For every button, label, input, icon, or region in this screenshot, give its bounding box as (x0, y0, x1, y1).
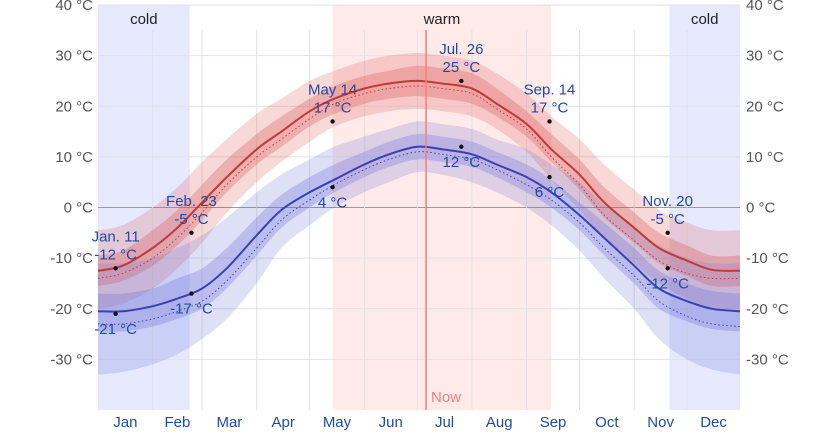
annotation-temp-3: -17 °C (170, 301, 213, 318)
annotation-temp-1: -21 °C (94, 321, 137, 338)
annotation-point-6 (459, 78, 464, 84)
y-tick-left--20: -20 °C (50, 301, 93, 318)
annotation-temp-8: 17 °C (531, 99, 569, 116)
y-tick-right-20: 20 °C (746, 98, 784, 115)
annotation-temp-9: 6 °C (535, 184, 565, 201)
x-tick-sep: Sep (540, 414, 567, 431)
annotation-point-8 (547, 119, 552, 124)
annotation-temp-7: 12 °C (442, 154, 480, 171)
x-tick-apr: Apr (272, 414, 295, 431)
annotation-temp-11: -12 °C (646, 275, 689, 292)
y-tick-left-30: 30 °C (55, 48, 93, 65)
annotation-temp-2: -5 °C (174, 211, 209, 228)
annotation-date-4: May 14 (308, 81, 357, 98)
annotation-point-3 (189, 291, 194, 296)
y-tick-left--10: -10 °C (50, 250, 93, 267)
annotation-point-5 (330, 185, 335, 190)
y-tick-left--30: -30 °C (50, 351, 93, 368)
annotation-temp-10: -5 °C (651, 211, 686, 228)
low-mean-line (97, 145, 741, 313)
y-tick-right-30: 30 °C (746, 48, 784, 65)
x-tick-feb: Feb (164, 414, 190, 431)
annotation-date-0: Jan. 11 (92, 228, 140, 245)
annotation-point-11 (665, 266, 670, 271)
y-tick-right-10: 10 °C (746, 149, 784, 166)
axis-labels: -30 °C -30 °C -20 °C -20 °C -10 °C -10 °C 0 °C… (50, 0, 789, 431)
annotation-temp-6: 25 °C (442, 59, 480, 76)
annotation-point-7 (459, 144, 464, 149)
season-label-0: cold (130, 11, 158, 28)
annotation-date-8: Sep. 14 (524, 81, 576, 98)
x-tick-may: May (323, 414, 352, 431)
x-tick-oct: Oct (595, 414, 619, 431)
annotation-point-9 (547, 174, 552, 180)
now-marker: Now (425, 30, 461, 410)
annotation-point-4 (330, 119, 335, 124)
x-tick-jun: Jun (379, 414, 403, 431)
y-tick-left-0: 0 °C (64, 200, 94, 217)
y-tick-right--20: -20 °C (746, 301, 789, 318)
y-tick-right--10: -10 °C (746, 250, 789, 267)
x-tick-dec: Dec (700, 414, 727, 431)
y-tick-left-20: 20 °C (55, 98, 93, 115)
annotation-point-2 (189, 230, 194, 236)
temperature-lines (97, 79, 741, 327)
x-tick-mar: Mar (216, 414, 242, 431)
now-label: Now (431, 389, 461, 406)
season-label-1: warm (423, 11, 461, 28)
x-tick-jan: Jan (113, 414, 137, 431)
annotation-temp-4: 17 °C (314, 99, 352, 116)
annotation-date-6: Jul. 26 (439, 41, 483, 58)
x-tick-jul: Jul (435, 414, 454, 431)
y-tick-right-40: 40 °C (746, 0, 784, 14)
annotation-temp-0: -12 °C (94, 246, 137, 263)
annotation-point-0 (113, 266, 118, 271)
season-label-2: cold (691, 11, 719, 28)
annotation-temp-5: 4 °C (318, 194, 348, 211)
high-band-outer (98, 53, 740, 310)
y-tick-left-10: 10 °C (55, 149, 93, 166)
low-band-inner (98, 133, 740, 332)
y-tick-right--30: -30 °C (746, 351, 789, 368)
low-dotted-line (97, 151, 741, 327)
annotation-point-1 (113, 311, 118, 317)
grid-lines (98, 4, 740, 410)
annotation-point-10 (665, 230, 670, 236)
annotation-date-10: Nov. 20 (642, 193, 693, 210)
y-tick-left-40: 40 °C (55, 0, 93, 14)
x-tick-aug: Aug (486, 414, 513, 431)
y-tick-right-0: 0 °C (746, 200, 776, 217)
high-mean-line (97, 79, 741, 272)
annotation-date-2: Feb. 23 (166, 193, 217, 210)
x-tick-nov: Nov (647, 414, 674, 431)
